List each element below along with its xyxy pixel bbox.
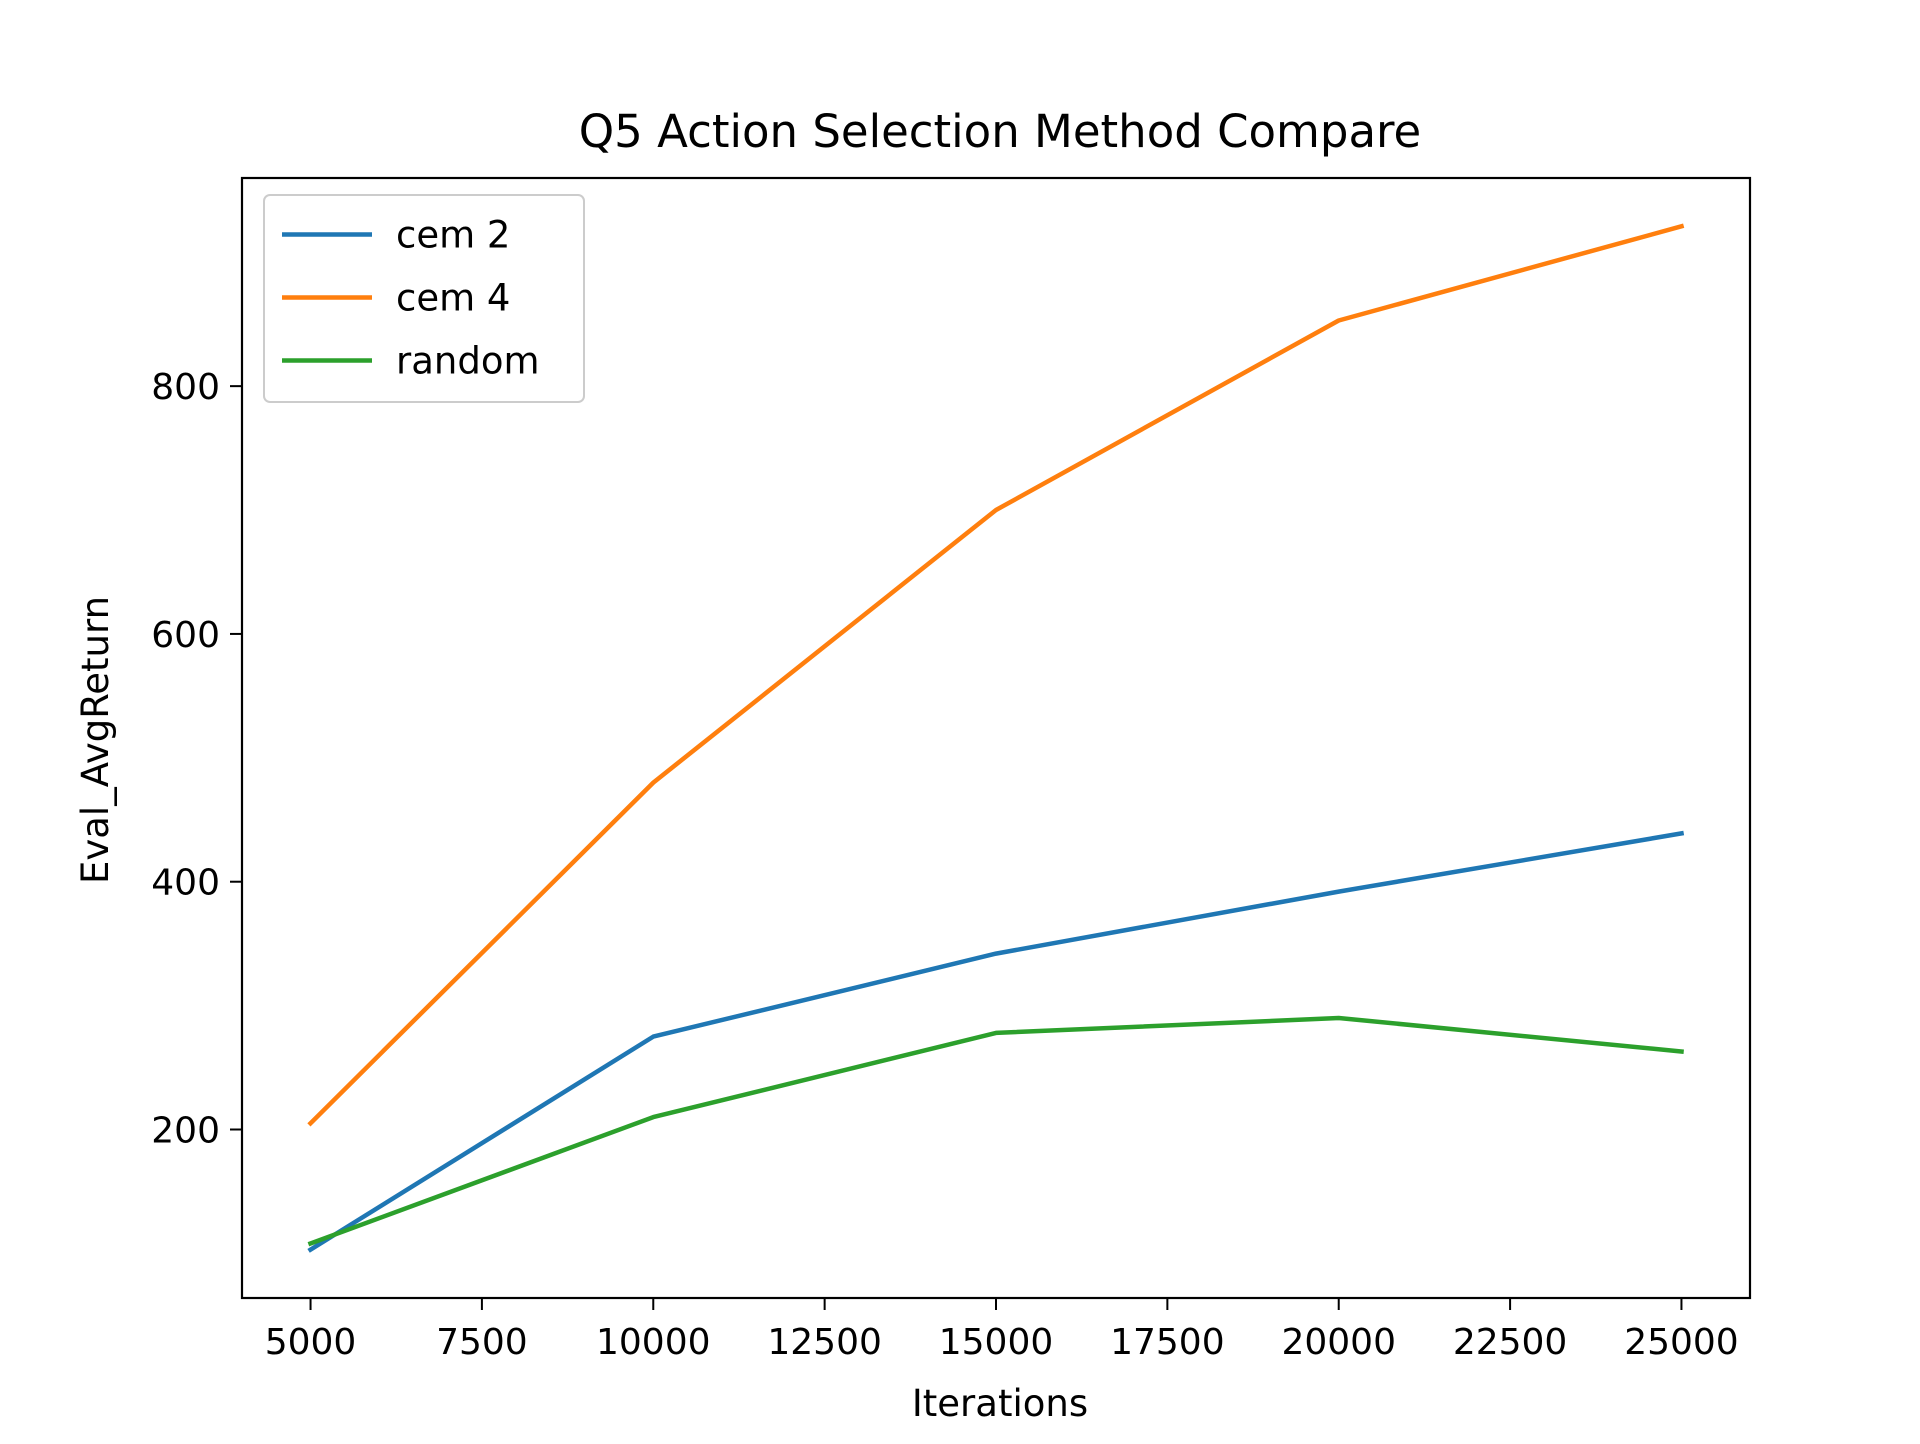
x-tick-label: 7500 (436, 1322, 528, 1363)
x-tick-label: 20000 (1281, 1322, 1396, 1363)
y-tick-label: 400 (151, 863, 220, 904)
y-axis-label: Eval_AvgReturn (74, 596, 117, 884)
plot-area: 5000 7500 10000 12500 15000 17500 20000 22500 25… (151, 176, 1752, 1363)
x-tick-label: 25000 (1624, 1322, 1739, 1363)
y-tick-label: 600 (151, 615, 220, 656)
x-tick-label: 17500 (1110, 1322, 1225, 1363)
legend-label-0: cem 2 (396, 214, 510, 257)
x-tick-label: 10000 (596, 1322, 711, 1363)
chart-title: Q5 Action Selection Method Compare (579, 105, 1421, 158)
legend-label-1: cem 4 (396, 277, 510, 320)
legend-label-2: random (396, 340, 540, 383)
x-tick-label: 15000 (939, 1322, 1054, 1363)
y-tick-label: 200 (151, 1111, 220, 1152)
x-tick-label: 5000 (265, 1322, 357, 1363)
series-line-2 (307, 1015, 1684, 1247)
legend: cem 2 cem 4 random (263, 194, 585, 403)
x-tick-label: 12500 (767, 1322, 882, 1363)
series-line-1 (307, 223, 1685, 1127)
x-tick-label: 22500 (1453, 1322, 1568, 1363)
series-line-0 (307, 830, 1685, 1253)
y-tick-label: 800 (151, 367, 220, 408)
legend-box (263, 194, 585, 403)
x-axis-label: Iterations (912, 1382, 1088, 1425)
